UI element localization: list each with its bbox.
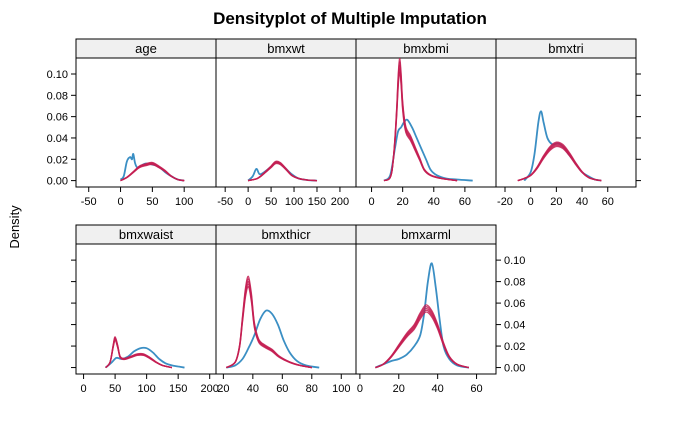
y-tick-label-right: 0.02 (504, 341, 525, 353)
imputed-density-line-bmxarml (375, 304, 469, 369)
x-tick-label-bmxbmi: 20 (397, 196, 409, 208)
x-tick-label-bmxtri: 20 (550, 196, 562, 208)
panel-bmxarml: bmxarml 0 20 40 60 0.00 0.02 0.04 0.06 0.08 0.10 (355, 224, 525, 395)
imputed-density-line-bmxbmi (383, 58, 458, 182)
imputed-density-line-bmxthicr (225, 280, 312, 369)
curves-bmxthicr (225, 275, 320, 369)
curves-bmxwt (247, 160, 318, 182)
y-tick-label-right: 0.04 (504, 320, 525, 332)
y-tick-label-right: 0.00 (504, 363, 525, 375)
y-tick-label-left: 0.06 (47, 112, 68, 124)
y-tick-label-left: 0.10 (47, 69, 68, 81)
panel-frame-bmxbmi (355, 57, 497, 188)
x-tick-label-age: -50 (81, 196, 97, 208)
y-tick-label-right: 0.08 (504, 277, 525, 289)
chart-title: Densityplot of Multiple Imputation (213, 9, 487, 28)
observed-density-line-age (119, 153, 185, 182)
x-tick-label-bmxtri: 0 (528, 196, 534, 208)
curves-bmxbmi (383, 58, 473, 182)
imputed-density-line-bmxthicr (225, 275, 312, 369)
strip-label-bmxwaist: bmxwaist (119, 227, 174, 242)
x-tick-label-bmxarml: 40 (432, 383, 444, 395)
x-tick-label-bmxthicr: 20 (217, 383, 229, 395)
panel-bmxwt: bmxwt -50 0 50 100 150 200 (215, 38, 357, 208)
imputed-density-line-bmxbmi (383, 71, 458, 182)
x-tick-label-bmxtri: 60 (602, 196, 614, 208)
observed-density-line-bmxbmi (383, 118, 473, 182)
x-tick-label-bmxwt: 150 (308, 196, 326, 208)
imputed-density-line-bmxwaist (105, 336, 173, 369)
strip-label-bmxtri: bmxtri (548, 41, 584, 56)
observed-density-line-bmxwaist (105, 346, 185, 369)
y-axis-title: Density (7, 205, 22, 249)
observed-density-line-bmxthicr (226, 309, 320, 369)
x-tick-label-bmxthicr: 60 (276, 383, 288, 395)
x-tick-label-bmxthicr: 40 (247, 383, 259, 395)
x-tick-label-bmxwaist: 0 (81, 383, 87, 395)
y-tick-label-left: 0.08 (47, 90, 68, 102)
x-tick-label-bmxtri: -20 (497, 196, 513, 208)
panel-frame-bmxarml (355, 243, 497, 375)
curves-bmxarml (375, 262, 469, 369)
panel-age: age -50 0 50 100 0.00 0.02 0.04 0.06 0.08 0.10 (47, 38, 217, 208)
strip-label-age: age (135, 41, 157, 56)
imputed-density-line-age (120, 161, 185, 182)
x-tick-label-bmxthicr: 80 (306, 383, 318, 395)
x-tick-label-bmxwaist: 100 (137, 383, 155, 395)
x-tick-label-age: 0 (117, 196, 123, 208)
y-tick-label-right: 0.06 (504, 298, 525, 310)
x-tick-label-bmxwt: -50 (217, 196, 233, 208)
imputed-density-line-bmxthicr (225, 286, 312, 369)
imputed-density-line-bmxthicr (225, 283, 312, 369)
imputed-density-line-bmxwt (247, 160, 318, 182)
x-tick-label-bmxarml: 60 (470, 383, 482, 395)
x-tick-label-bmxthicr: 100 (332, 383, 350, 395)
imputed-density-line-bmxtri (517, 141, 602, 182)
strip-label-bmxwt: bmxwt (267, 41, 305, 56)
observed-density-line-bmxarml (375, 262, 469, 369)
y-tick-label-left: 0.02 (47, 154, 68, 166)
panel-bmxtri: bmxtri -20 0 20 40 60 (495, 38, 641, 208)
x-tick-label-bmxwt: 0 (245, 196, 251, 208)
x-tick-label-bmxbmi: 40 (428, 196, 440, 208)
x-tick-label-bmxwt: 50 (265, 196, 277, 208)
x-tick-label-bmxbmi: 60 (459, 196, 471, 208)
x-tick-label-bmxwt: 200 (331, 196, 349, 208)
panel-bmxwaist: bmxwaist 0 50 100 150 200 (71, 224, 219, 395)
panels-layer: age -50 0 50 100 0.00 0.02 0.04 0.06 0.08 0.10 bmxw… (47, 38, 641, 395)
curves-age (119, 153, 185, 182)
curves-bmxwaist (105, 336, 185, 369)
x-tick-label-bmxwaist: 50 (109, 383, 121, 395)
x-tick-label-bmxtri: 40 (576, 196, 588, 208)
panel-bmxthicr: bmxthicr 20 40 60 80 100 (215, 224, 357, 395)
curves-bmxtri (517, 110, 602, 182)
strip-label-bmxthicr: bmxthicr (261, 227, 311, 242)
panel-frame-age (75, 57, 217, 188)
y-tick-label-right: 0.10 (504, 255, 525, 267)
strip-label-bmxarml: bmxarml (401, 227, 451, 242)
x-tick-label-age: 100 (175, 196, 193, 208)
x-tick-label-bmxwaist: 200 (201, 383, 219, 395)
x-tick-label-bmxbmi: 0 (368, 196, 374, 208)
panel-frame-bmxtri (495, 57, 637, 188)
x-tick-label-age: 50 (146, 196, 158, 208)
imputed-density-line-bmxthicr (225, 278, 312, 369)
panel-frame-bmxthicr (215, 243, 357, 375)
strip-label-bmxbmi: bmxbmi (403, 41, 449, 56)
y-tick-label-left: 0.00 (47, 176, 68, 188)
x-tick-label-bmxarml: 0 (357, 383, 363, 395)
y-tick-label-left: 0.04 (47, 133, 68, 145)
x-tick-label-bmxwt: 100 (285, 196, 303, 208)
panel-bmxbmi: bmxbmi 0 20 40 60 (355, 38, 497, 208)
x-tick-label-bmxarml: 20 (393, 383, 405, 395)
x-tick-label-bmxwaist: 150 (169, 383, 187, 395)
